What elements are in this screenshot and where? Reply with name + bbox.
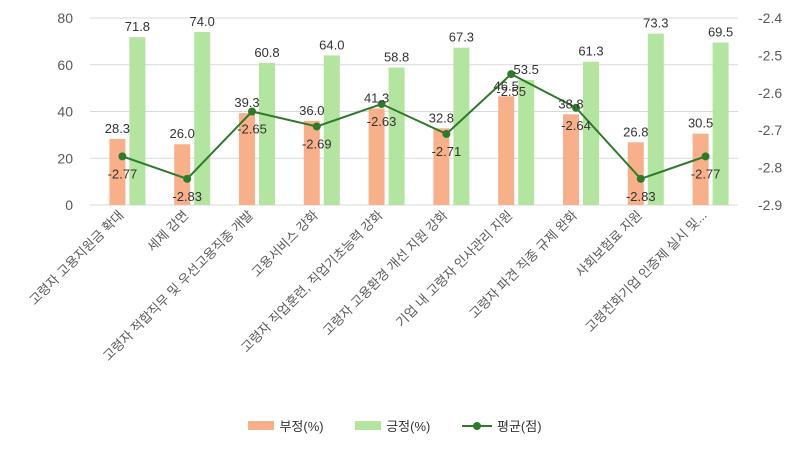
average-point bbox=[507, 70, 516, 79]
data-label-average: -2.65 bbox=[237, 122, 267, 137]
bar-positive bbox=[647, 33, 664, 205]
legend: 부정(%) 긍정(%) 평균(점) bbox=[0, 416, 790, 435]
bar-positive bbox=[712, 42, 729, 206]
right-tick-label: -2.7 bbox=[758, 122, 782, 138]
x-tick-label: 사회보험료 지원 bbox=[573, 208, 645, 280]
data-label-negative: 39.3 bbox=[234, 95, 259, 110]
x-tick-label: 세제 감면 bbox=[144, 208, 191, 255]
data-label-average: -2.83 bbox=[172, 189, 202, 204]
average-point bbox=[377, 100, 386, 109]
data-label-positive: 53.5 bbox=[514, 62, 539, 77]
right-tick-label: -2.8 bbox=[758, 160, 782, 176]
x-tick-label: 기업 내 고령자 인사관리 지원 bbox=[393, 208, 515, 330]
right-tick-label: -2.4 bbox=[758, 10, 782, 26]
bar-negative bbox=[239, 113, 255, 205]
legend-item-average: 평균(점) bbox=[461, 416, 542, 435]
legend-swatch-positive bbox=[355, 421, 382, 430]
data-label-average: -2.83 bbox=[626, 189, 656, 204]
x-tick-label: 고령자 고용환경 개선 지원 강화 bbox=[320, 207, 451, 338]
left-tick-label: 0 bbox=[65, 197, 73, 213]
data-label-positive: 60.8 bbox=[254, 45, 279, 60]
bar-negative bbox=[692, 133, 709, 205]
data-label-positive: 58.8 bbox=[384, 50, 409, 65]
x-tick-label: 고령자 직업훈련, 직업기초능력 강화 bbox=[238, 207, 386, 355]
bar-series bbox=[109, 32, 729, 206]
x-tick-label: 고용서비스 강화 bbox=[249, 207, 321, 279]
line-series bbox=[118, 70, 710, 183]
legend-swatch-average bbox=[461, 421, 492, 431]
data-label-negative: 41.3 bbox=[364, 90, 389, 105]
data-labels: 28.3 71.8 26.0 74.0 39.3 60.8 36.0 64.0 41.3 58.8… bbox=[105, 14, 734, 204]
legend-item-negative: 부정(%) bbox=[248, 416, 324, 435]
data-label-average: -2.77 bbox=[108, 166, 138, 181]
left-y-axis: 0 20 40 60 80 bbox=[57, 10, 73, 213]
left-tick-label: 20 bbox=[57, 150, 73, 166]
average-point bbox=[248, 107, 256, 116]
average-point bbox=[118, 152, 127, 161]
data-label-negative: 26.0 bbox=[170, 126, 195, 141]
bar-positive bbox=[323, 55, 340, 206]
average-line bbox=[122, 72, 706, 180]
x-tick-label: 고령친화기업 인증제 실시 및... bbox=[582, 208, 709, 335]
data-label-negative: 30.5 bbox=[688, 116, 713, 131]
right-tick-label: -2.6 bbox=[758, 85, 782, 101]
data-label-average: -2.55 bbox=[496, 84, 526, 99]
right-y-axis: -2.4 -2.5 -2.6 -2.7 -2.8 -2.9 bbox=[758, 10, 782, 213]
bar-negative bbox=[498, 96, 515, 205]
data-label-negative: 38.8 bbox=[558, 96, 583, 111]
data-label-negative: 28.3 bbox=[105, 121, 130, 136]
data-label-positive: 69.5 bbox=[708, 25, 733, 40]
bar-positive bbox=[518, 79, 535, 205]
average-point bbox=[701, 152, 710, 161]
average-point bbox=[312, 122, 321, 131]
legend-label-negative: 부정(%) bbox=[279, 419, 324, 434]
data-label-average: -2.71 bbox=[432, 144, 462, 159]
bar-positive bbox=[259, 62, 275, 205]
data-label-negative: 26.8 bbox=[623, 124, 648, 139]
average-point bbox=[572, 103, 580, 112]
average-point bbox=[183, 174, 192, 183]
left-tick-label: 80 bbox=[57, 10, 73, 26]
legend-swatch-negative bbox=[248, 421, 275, 430]
data-label-positive: 71.8 bbox=[125, 19, 150, 34]
bar-positive bbox=[453, 47, 470, 205]
legend-label-average: 평균(점) bbox=[496, 419, 542, 434]
legend-label-positive: 긍정(%) bbox=[386, 419, 431, 434]
bar-positive bbox=[388, 67, 405, 206]
data-label-positive: 73.3 bbox=[643, 16, 668, 31]
data-label-negative: 32.8 bbox=[429, 110, 454, 125]
data-label-average: -2.77 bbox=[691, 166, 721, 181]
data-label-average: -2.64 bbox=[561, 118, 591, 133]
average-point bbox=[442, 129, 451, 138]
right-tick-label: -2.9 bbox=[758, 197, 782, 213]
data-label-negative: 36.0 bbox=[299, 103, 324, 118]
data-label-positive: 74.0 bbox=[190, 14, 215, 29]
bar-negative bbox=[174, 144, 191, 205]
bar-negative bbox=[303, 120, 320, 205]
left-tick-label: 40 bbox=[57, 104, 73, 120]
x-tick-label: 고령자 고용지원금 확대 bbox=[26, 208, 126, 308]
data-label-positive: 67.3 bbox=[449, 30, 474, 45]
bar-negative bbox=[563, 114, 579, 205]
bar-positive bbox=[583, 61, 599, 206]
bar-negative bbox=[368, 108, 385, 205]
data-label-positive: 64.0 bbox=[319, 37, 344, 52]
data-label-average: -2.69 bbox=[302, 136, 332, 151]
data-label-positive: 61.3 bbox=[578, 44, 603, 59]
data-label-average: -2.63 bbox=[367, 114, 397, 129]
average-point bbox=[636, 174, 645, 183]
bar-negative bbox=[433, 128, 450, 205]
bar-positive bbox=[194, 32, 211, 206]
x-tick-label: 고령자 파견 직종 규제 완화 bbox=[466, 207, 580, 321]
data-label-negative: 46.5 bbox=[494, 78, 519, 93]
legend-item-positive: 긍정(%) bbox=[355, 416, 430, 435]
right-tick-label: -2.5 bbox=[758, 47, 782, 63]
left-tick-label: 60 bbox=[57, 57, 73, 73]
